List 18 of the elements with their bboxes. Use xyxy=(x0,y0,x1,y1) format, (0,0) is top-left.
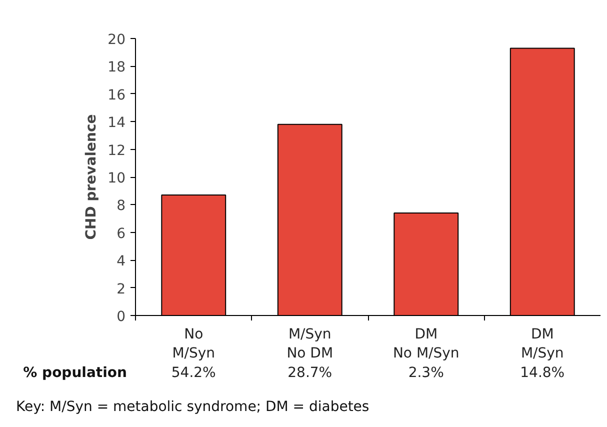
y-tick-label: 0 xyxy=(116,309,126,325)
y-tick-label: 14 xyxy=(108,115,126,132)
y-tick-label: 4 xyxy=(116,254,126,270)
x-tick-label: DM M/Syn 14.8% xyxy=(520,326,565,381)
x-tick-label: M/Syn No DM 28.7% xyxy=(286,326,334,381)
y-axis-title: CHD prevalence xyxy=(84,114,100,240)
text: % population xyxy=(23,364,127,383)
y-tick-label: 18 xyxy=(108,60,126,76)
x-tick-label: DM No M/Syn 2.3% xyxy=(392,326,460,381)
y-tick-label: 2 xyxy=(116,281,126,298)
y-tick-label: 6 xyxy=(116,226,126,242)
text: Key: M/Syn = metabolic syndrome; DM = diabetes xyxy=(16,398,370,417)
y-tick-label: 12 xyxy=(108,142,126,159)
y-tick-label: 16 xyxy=(108,87,126,104)
y-tick-label: 20 xyxy=(108,32,126,48)
y-tick-label: 10 xyxy=(108,170,126,186)
x-tick-label: No M/Syn 54.2% xyxy=(171,326,216,381)
y-tick-label: 8 xyxy=(116,198,126,214)
